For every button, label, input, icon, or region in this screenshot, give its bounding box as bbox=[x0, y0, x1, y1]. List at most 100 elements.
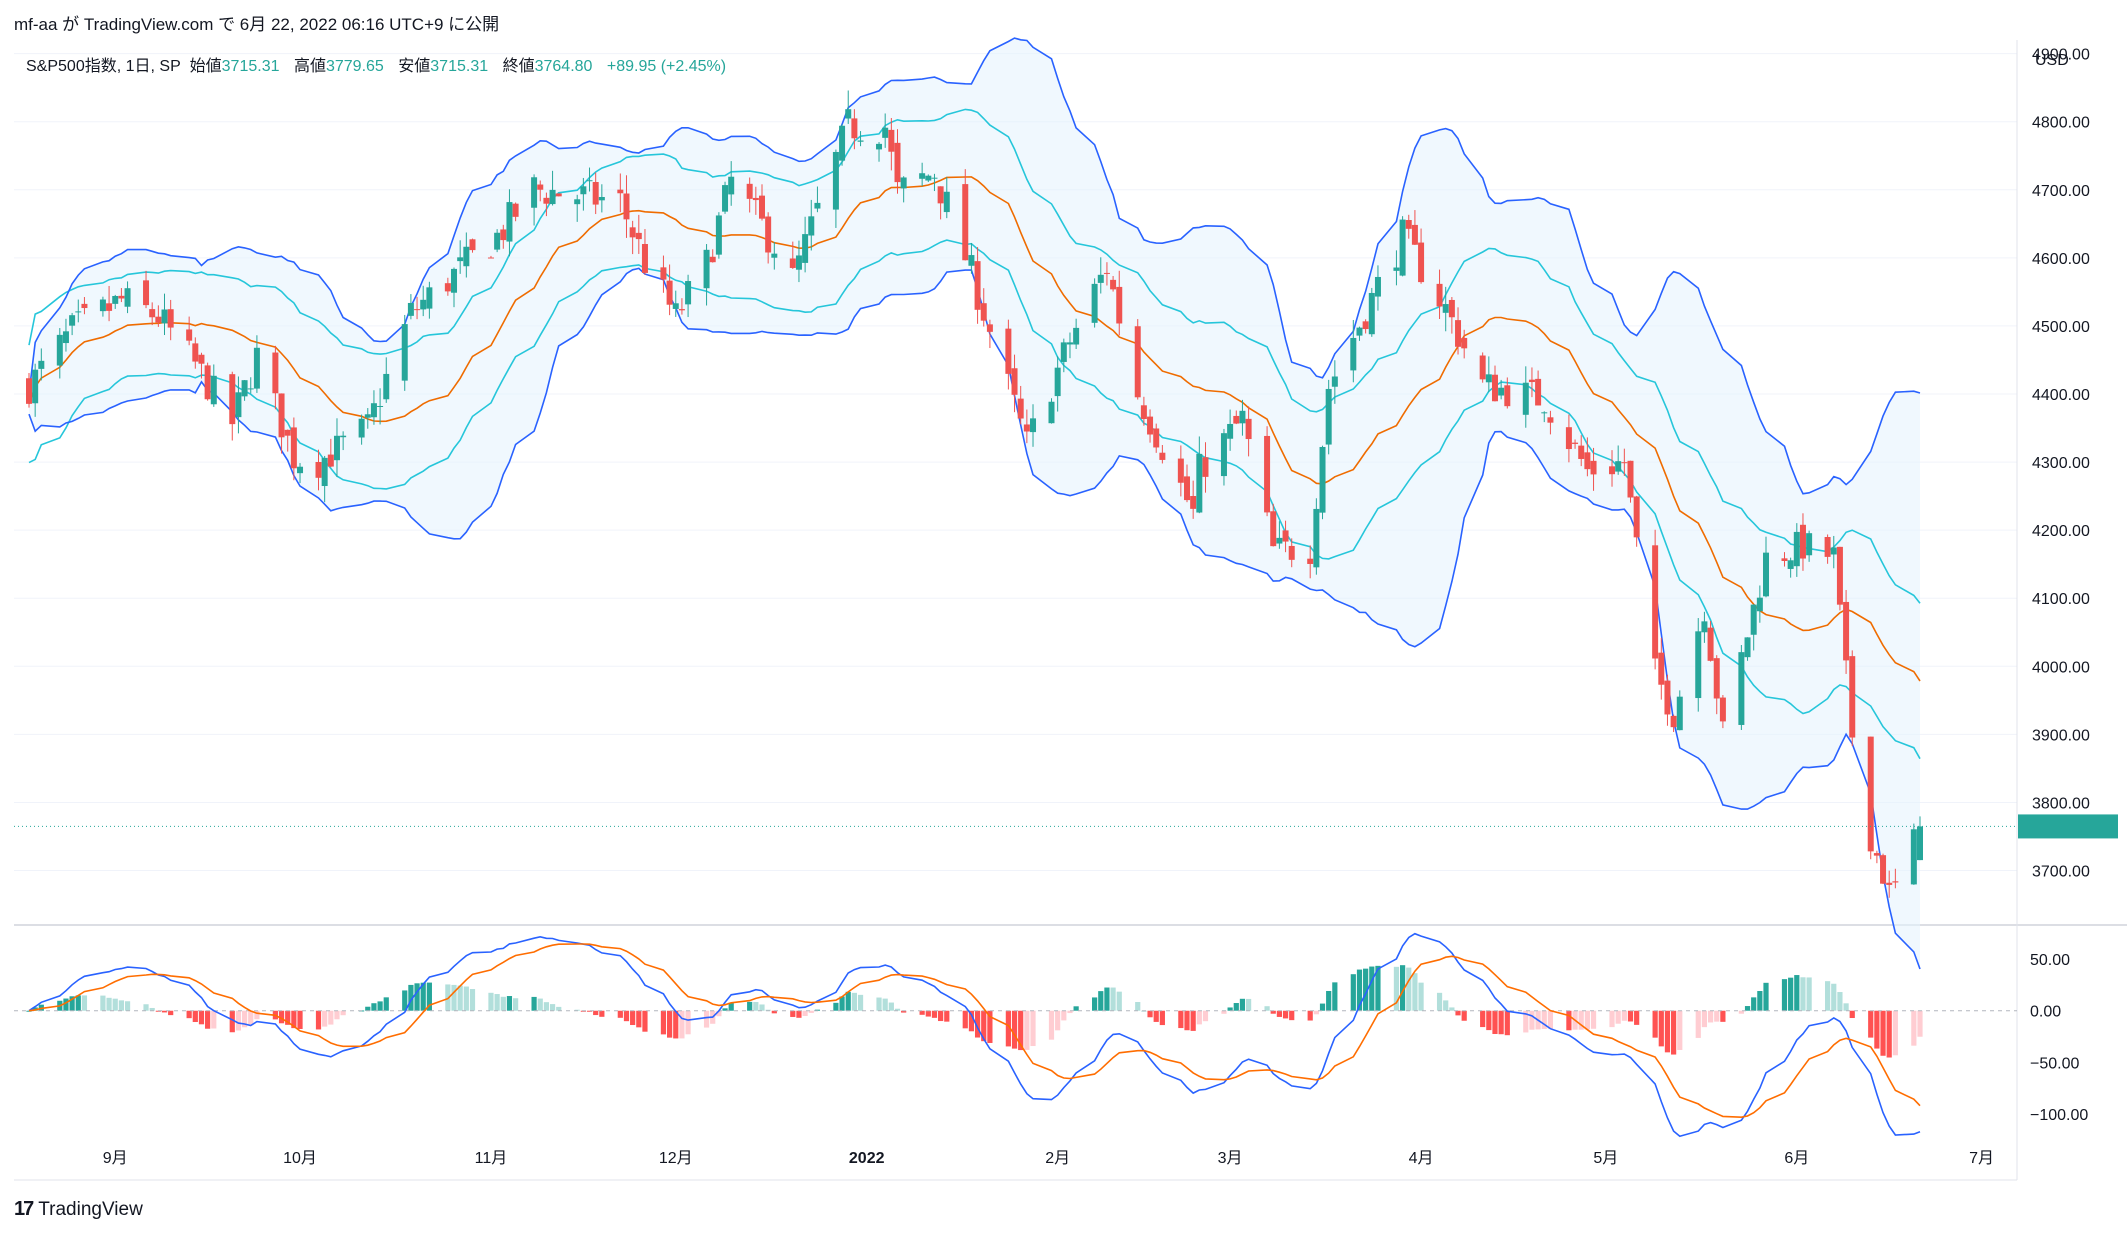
macd-bar bbox=[1794, 975, 1800, 1011]
candle bbox=[1713, 658, 1720, 699]
candle bbox=[1331, 376, 1338, 387]
candle bbox=[69, 315, 76, 326]
candle bbox=[1917, 826, 1923, 861]
macd-bar bbox=[814, 1009, 821, 1011]
bollinger-upper-line bbox=[28, 37, 1921, 495]
candle bbox=[1436, 283, 1443, 307]
candle bbox=[531, 177, 538, 208]
macd-tick-label: 0.00 bbox=[2030, 1004, 2061, 1021]
macd-bar bbox=[1030, 1010, 1036, 1047]
candle bbox=[1288, 545, 1295, 560]
candle bbox=[623, 193, 630, 220]
macd-bar bbox=[1319, 1003, 1326, 1011]
macd-bar bbox=[100, 995, 106, 1011]
candle bbox=[1787, 560, 1794, 569]
candle bbox=[1017, 398, 1024, 419]
macd-bar bbox=[494, 994, 500, 1011]
macd-bar bbox=[1326, 990, 1332, 1011]
candle bbox=[1227, 423, 1234, 439]
candle bbox=[1572, 442, 1579, 444]
macd-bar bbox=[543, 1002, 550, 1011]
candle bbox=[1091, 283, 1098, 323]
price-tick-label: 4900.00 bbox=[2032, 47, 2090, 64]
macd-bar bbox=[192, 1010, 198, 1023]
candle bbox=[1670, 715, 1677, 728]
time-tick-label: 5月 bbox=[1593, 1150, 1618, 1167]
candle bbox=[986, 324, 993, 332]
keltner-upper-line bbox=[28, 108, 1921, 604]
macd-bar bbox=[642, 1010, 648, 1032]
candle bbox=[1793, 531, 1800, 567]
macd-bar bbox=[1147, 1010, 1153, 1018]
macd-bar bbox=[1135, 1002, 1141, 1011]
macd-bar bbox=[513, 998, 519, 1011]
price-tick-label: 3900.00 bbox=[2032, 727, 2090, 744]
macd-bar bbox=[716, 1010, 722, 1017]
macd-bar bbox=[186, 1010, 192, 1019]
macd-bar bbox=[636, 1010, 642, 1028]
macd-bar bbox=[469, 989, 476, 1011]
macd-bar bbox=[278, 1010, 285, 1024]
candle bbox=[1658, 652, 1665, 685]
candle bbox=[678, 309, 685, 311]
candle bbox=[752, 197, 759, 201]
candle bbox=[198, 354, 205, 364]
candle bbox=[1239, 410, 1246, 424]
candle bbox=[857, 140, 864, 142]
macd-bar bbox=[1529, 1010, 1535, 1030]
macd-bar bbox=[753, 1002, 759, 1011]
macd-bar bbox=[1011, 1010, 1018, 1049]
macd-bar bbox=[402, 990, 408, 1011]
candle bbox=[272, 352, 279, 394]
candle bbox=[1245, 418, 1252, 440]
macd-bar bbox=[1196, 1010, 1202, 1025]
macd-bar bbox=[1738, 1010, 1744, 1014]
candle bbox=[1892, 881, 1899, 883]
candle bbox=[370, 403, 377, 418]
candle bbox=[1664, 680, 1671, 715]
candle bbox=[808, 216, 815, 236]
macd-bar bbox=[1751, 997, 1757, 1011]
candle bbox=[1184, 476, 1191, 501]
macd-bar bbox=[901, 1010, 907, 1013]
macd-bar bbox=[229, 1010, 235, 1033]
time-tick-label: 2月 bbox=[1045, 1150, 1070, 1167]
time-tick-label: 6月 bbox=[1784, 1150, 1809, 1167]
macd-bar bbox=[537, 998, 543, 1011]
macd-bar bbox=[143, 1004, 149, 1011]
macd-bar bbox=[586, 1010, 593, 1012]
candle bbox=[758, 195, 765, 219]
macd-bar bbox=[1246, 998, 1252, 1011]
macd-bar bbox=[938, 1010, 944, 1022]
candle bbox=[99, 299, 106, 312]
candle bbox=[1368, 292, 1375, 335]
macd-bar bbox=[1486, 1010, 1492, 1031]
macd-bar bbox=[211, 1010, 217, 1029]
macd-bar bbox=[1658, 1010, 1664, 1047]
candle bbox=[1528, 379, 1535, 383]
macd-bar bbox=[1024, 1010, 1030, 1050]
candle bbox=[931, 177, 938, 179]
macd-bar bbox=[1239, 998, 1246, 1011]
candle bbox=[1584, 452, 1591, 470]
candle bbox=[598, 196, 605, 201]
candle bbox=[1005, 328, 1012, 374]
candle bbox=[580, 186, 587, 195]
macd-bar bbox=[974, 1010, 981, 1038]
macd-bar bbox=[1590, 1010, 1597, 1029]
price-tick-label: 4500.00 bbox=[2032, 319, 2090, 336]
macd-bar bbox=[845, 991, 851, 1011]
candle bbox=[401, 324, 408, 381]
candle bbox=[1719, 697, 1726, 722]
macd-bar bbox=[1671, 1010, 1677, 1055]
macd-bar bbox=[1634, 1010, 1640, 1025]
candle bbox=[1442, 304, 1449, 313]
macd-bar bbox=[198, 1010, 205, 1025]
macd-bar bbox=[1178, 1010, 1184, 1029]
macd-bar bbox=[1061, 1010, 1067, 1021]
macd-bar bbox=[925, 1010, 931, 1017]
macd-bar bbox=[254, 1010, 260, 1020]
candle bbox=[161, 309, 168, 324]
candle bbox=[555, 193, 562, 197]
